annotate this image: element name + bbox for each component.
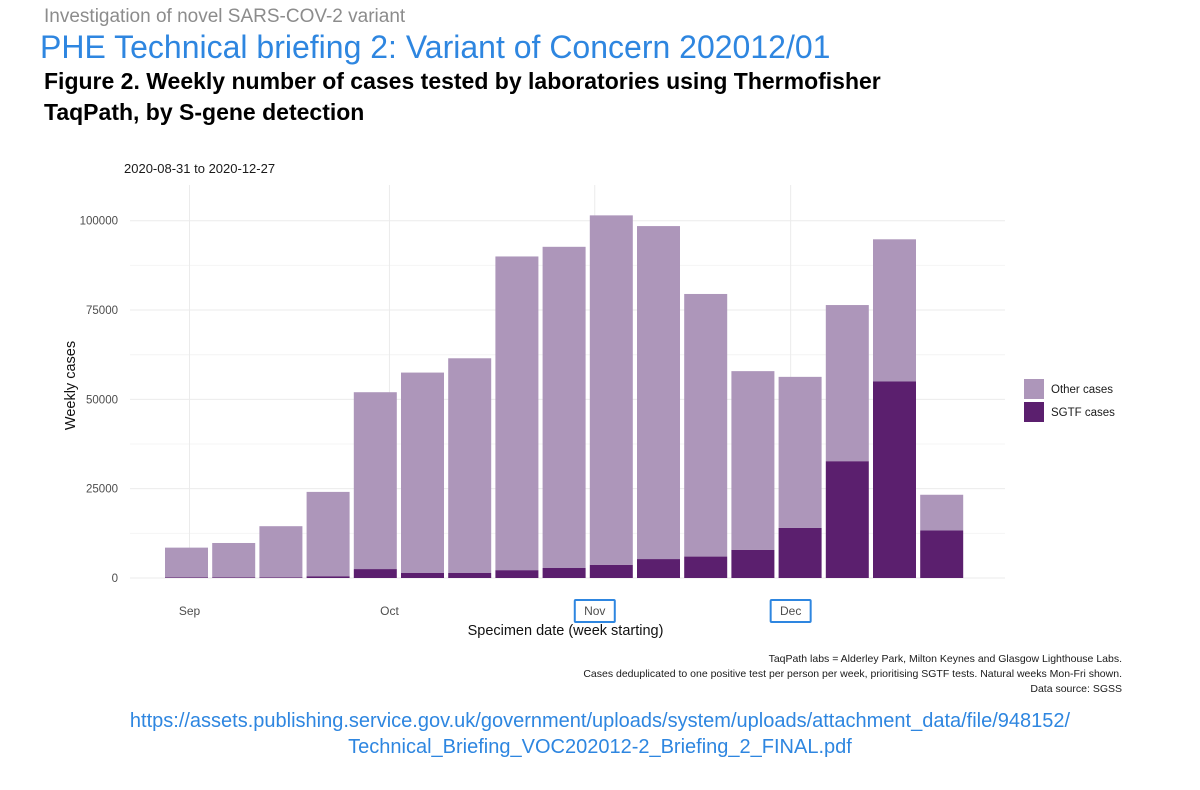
- legend-swatch: [1024, 379, 1044, 399]
- bar-sgtf-cases: [495, 570, 539, 578]
- bar-sgtf-cases: [448, 572, 492, 578]
- bar-other-cases: [448, 358, 492, 573]
- y-tick-label: 25000: [86, 484, 118, 496]
- bar-sgtf-cases: [401, 572, 444, 578]
- bar-sgtf-cases: [212, 577, 256, 578]
- bar-sgtf-cases: [873, 381, 916, 578]
- x-tick-label: Dec: [780, 604, 801, 618]
- stacked-bar-chart: 0 25000 50000 75000 100000 Sep Oct Nov Dec Specim…: [63, 161, 1122, 695]
- bar-other-cases: [920, 494, 964, 531]
- bar-other-cases: [165, 547, 208, 578]
- bar-other-cases: [542, 246, 586, 568]
- bar-other-cases: [873, 239, 916, 382]
- bar-other-cases: [778, 376, 822, 528]
- briefing-title: PHE Technical briefing 2: Variant of Con…: [40, 29, 831, 65]
- bar-other-cases: [589, 215, 633, 565]
- bar-sgtf-cases: [542, 567, 586, 578]
- bar-other-cases: [731, 371, 775, 550]
- figure-caption-line-1: Figure 2. Weekly number of cases tested …: [44, 68, 881, 94]
- y-tick-label: 75000: [86, 305, 118, 317]
- y-axis-title: Weekly cases: [63, 341, 79, 430]
- bar-sgtf-cases: [920, 530, 964, 578]
- bar-other-cases: [212, 542, 256, 578]
- bar-sgtf-cases: [825, 461, 869, 578]
- x-tick-label: Nov: [584, 604, 605, 618]
- bar-sgtf-cases: [165, 577, 208, 578]
- chart-subtitle: 2020-08-31 to 2020-12-27: [124, 161, 275, 176]
- chart-note: Cases deduplicated to one positive test …: [583, 668, 1122, 680]
- bar-sgtf-cases: [259, 577, 303, 578]
- y-tick-label: 0: [112, 573, 118, 585]
- bar-sgtf-cases: [637, 559, 680, 578]
- bar-sgtf-cases: [306, 576, 350, 578]
- bar-other-cases: [401, 372, 444, 573]
- bar-other-cases: [684, 293, 728, 557]
- bar-sgtf-cases: [589, 564, 633, 578]
- bar-sgtf-cases: [684, 556, 728, 578]
- y-tick-label: 100000: [80, 216, 118, 228]
- y-tick-label: 50000: [86, 394, 118, 406]
- x-tick-label: Oct: [380, 604, 399, 618]
- figure-caption-line-2: TaqPath, by S-gene detection: [44, 99, 365, 125]
- legend-label: SGTF cases: [1051, 407, 1115, 419]
- chart-note: Data source: SGSS: [1030, 683, 1122, 695]
- x-tick-highlight-box: [573, 599, 616, 623]
- chart-notes: TaqPath labs = Alderley Park, Milton Key…: [583, 653, 1122, 695]
- bar-sgtf-cases: [778, 527, 822, 578]
- bar-other-cases: [306, 491, 350, 577]
- bar-other-cases: [353, 392, 397, 570]
- bar-sgtf-cases: [731, 549, 775, 578]
- x-axis-title: Specimen date (week starting): [468, 623, 664, 639]
- bar-other-cases: [259, 526, 303, 578]
- kicker-text: Investigation of novel SARS-COV-2 varian…: [44, 6, 406, 27]
- source-link-line-1[interactable]: https://assets.publishing.service.gov.uk…: [129, 710, 1071, 732]
- bar-sgtf-cases: [353, 569, 397, 578]
- x-tick-label: Sep: [179, 604, 201, 618]
- axes: 0 25000 50000 75000 100000 Sep Oct Nov Dec Specim…: [63, 216, 812, 639]
- figure-caption: Figure 2. Weekly number of cases tested …: [44, 66, 1044, 128]
- x-tick-highlight-box: [769, 599, 812, 623]
- source-link-line-2[interactable]: Technical_Briefing_VOC202012-2_Briefing_…: [348, 736, 852, 758]
- bar-other-cases: [825, 305, 869, 462]
- bar-other-cases: [495, 256, 539, 571]
- legend: Other cases SGTF cases: [1024, 379, 1115, 422]
- chart-note: TaqPath labs = Alderley Park, Milton Key…: [769, 653, 1122, 665]
- bars: [165, 215, 964, 578]
- legend-swatch: [1024, 402, 1044, 422]
- bar-other-cases: [637, 226, 680, 560]
- source-link[interactable]: https://assets.publishing.service.gov.uk…: [0, 708, 1200, 760]
- legend-label: Other cases: [1051, 384, 1113, 396]
